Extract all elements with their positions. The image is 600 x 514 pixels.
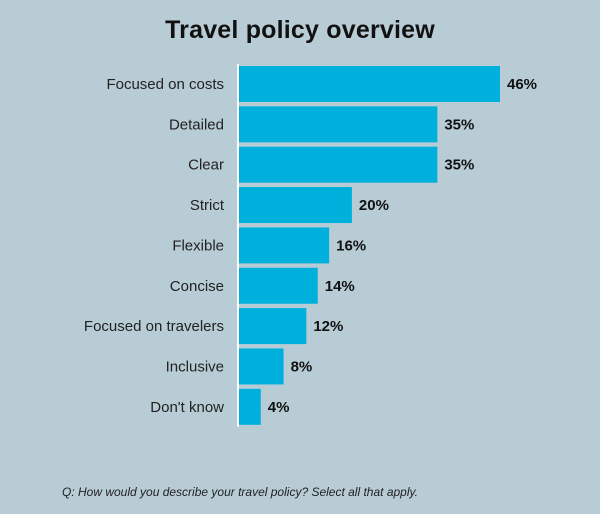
bar-flexible <box>238 227 330 264</box>
category-label-don-t-know: Don't know <box>150 399 224 416</box>
category-label-focused-on-costs: Focused on costs <box>106 76 224 93</box>
bar-don-t-know <box>238 388 261 425</box>
bar-inclusive <box>238 348 284 385</box>
value-label-flexible: 16% <box>336 237 366 254</box>
value-label-concise: 14% <box>325 278 355 295</box>
category-label-clear: Clear <box>188 157 224 174</box>
value-label-don-t-know: 4% <box>268 399 290 416</box>
value-label-clear: 35% <box>444 157 474 174</box>
value-label-inclusive: 8% <box>291 358 313 375</box>
category-label-flexible: Flexible <box>172 237 224 254</box>
chart-title: Travel policy overview <box>165 16 435 44</box>
bar-focused-on-travelers <box>238 308 307 345</box>
value-label-focused-on-costs: 46% <box>507 76 537 93</box>
category-label-detailed: Detailed <box>169 116 224 133</box>
category-label-concise: Concise <box>170 278 224 295</box>
survey-question-footnote: Q: How would you describe your travel po… <box>62 485 418 499</box>
value-label-focused-on-travelers: 12% <box>313 318 343 335</box>
category-label-strict: Strict <box>190 197 225 214</box>
bar-detailed <box>238 106 438 143</box>
bar-strict <box>238 187 352 224</box>
value-label-detailed: 35% <box>444 116 474 133</box>
bar-concise <box>238 267 318 304</box>
bar-clear <box>238 146 438 183</box>
value-label-strict: 20% <box>359 197 389 214</box>
category-label-focused-on-travelers: Focused on travelers <box>84 318 224 335</box>
bar-focused-on-costs <box>238 66 500 102</box>
category-label-inclusive: Inclusive <box>166 358 224 375</box>
